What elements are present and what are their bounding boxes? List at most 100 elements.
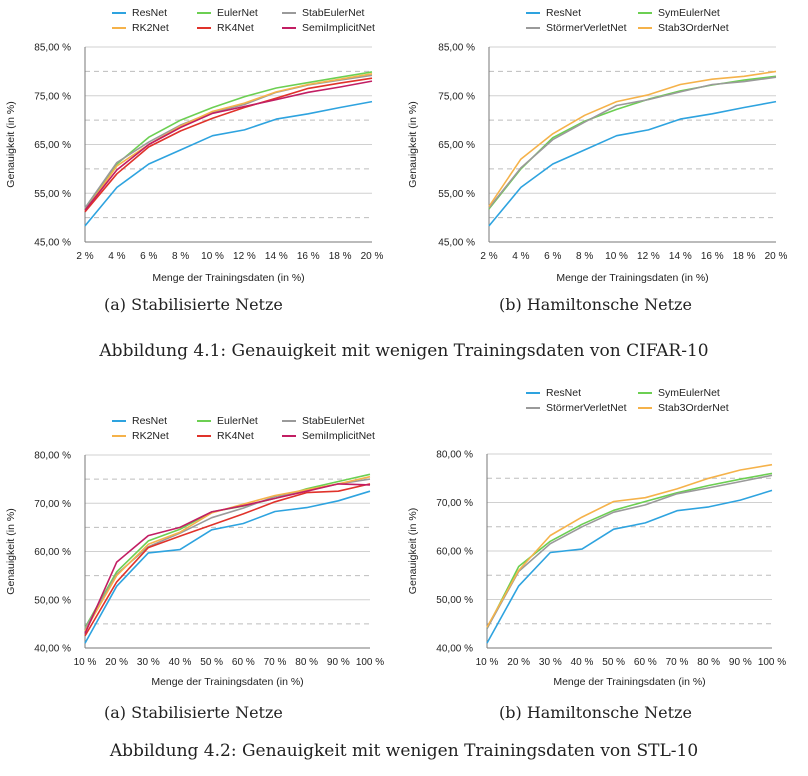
x-tick-label: 10 % [201,251,224,262]
x-tick-label: 4 % [512,251,529,262]
x-tick-label: 60 % [232,657,255,668]
legend-label: ResNet [546,7,582,19]
series-line-rk4net [84,483,371,637]
y-tick-label: 45,00 % [438,238,475,249]
series-line-stabeulernet [84,74,373,209]
legend-item: StabEulerNet [282,7,364,19]
legend-label: SemiImplicitNet [302,430,375,442]
legend-label: ResNet [546,387,582,399]
x-tick-label: 40 % [571,657,594,668]
x-tick-label: 20 % [361,251,384,262]
series-line-rk4net [84,77,373,213]
x-tick-label: 8 % [172,251,189,262]
legend-item: StabEulerNet [282,415,364,427]
x-tick-label: 30 % [137,657,160,668]
legend-swatch [197,12,211,15]
series-line-rk2net [84,73,373,212]
legend-swatch [638,27,652,30]
chart-plot: 40,00 % 50,00 % 60,00 % 70,00 % 80,00 % 10 % 2… [407,450,786,689]
legend-item: RK4Net [197,430,254,442]
y-tick-label: 40,00 % [34,644,71,655]
legend-swatch [197,435,211,438]
y-tick-label: 70,00 % [34,499,71,510]
legend-label: SemiImplicitNet [302,22,375,34]
legend-label: StabEulerNet [302,415,365,427]
x-tick-label: 20 % [765,251,788,262]
series-line-rk2net [84,475,371,632]
legend-item: Stab3OrderNet [638,22,729,34]
legend-item: EulerNet [197,415,258,427]
series-line-störmerverletnet [488,76,777,209]
x-tick-label: 20 % [507,657,530,668]
legend-item: Stab3OrderNet [638,402,729,414]
chart-plot: 45,00 % 55,00 % 65,00 % 75,00 % 85,00 % 2 % 4 … [5,43,384,285]
legend-swatch [638,392,652,395]
subcaption-b: (b) Hamiltonsche Netze [499,295,692,314]
x-tick-label: 8 % [576,251,593,262]
chart-legend: ResNet EulerNet StabEulerNet RK2Net RK4Net Se… [0,0,390,40]
y-tick-label: 65,00 % [438,140,475,151]
x-tick-label: 14 % [265,251,288,262]
y-axis-label: Genauigkeit (in %) [407,508,419,594]
legend-label: ResNet [132,415,168,427]
y-axis-label: Genauigkeit (in %) [5,101,17,187]
legend-item: StörmerVerletNet [526,22,627,34]
legend-swatch [526,392,540,395]
legend-label: EulerNet [217,7,258,19]
x-tick-label: 6 % [544,251,561,262]
x-tick-label: 18 % [329,251,352,262]
series-line-resnet [84,490,371,644]
x-axis-label: Menge der Trainingsdaten (in %) [152,272,304,284]
legend-label: Stab3OrderNet [658,402,729,414]
legend-label: RK2Net [132,22,169,34]
legend-swatch [112,420,126,423]
chart-legend: ResNet EulerNet StabEulerNet RK2Net RK4Net Se… [0,410,390,450]
y-tick-label: 50,00 % [436,595,473,606]
legend-label: RK4Net [217,22,254,34]
legend-swatch [112,27,126,30]
x-axis-label: Menge der Trainingsdaten (in %) [553,676,705,688]
chart-legend: ResNet SymEulerNet StörmerVerletNet Stab3Or… [402,382,792,422]
figure-caption: Abbildung 4.1: Genauigkeit mit wenigen T… [99,341,709,361]
chart-cifar-hamiltonian: ResNet SymEulerNet StörmerVerletNet Stab3Or… [402,0,792,284]
legend-label: StabEulerNet [302,7,365,19]
x-tick-label: 2 % [480,251,497,262]
x-tick-label: 90 % [729,657,752,668]
y-axis-label: Genauigkeit (in %) [407,101,419,187]
legend-item: SemiImplicitNet [282,22,375,34]
y-tick-label: 75,00 % [34,91,71,102]
legend-item: RK2Net [112,22,169,34]
y-tick-label: 60,00 % [436,547,473,558]
x-tick-label: 4 % [108,251,125,262]
series-line-semiimplicitnet [84,80,373,211]
y-tick-label: 85,00 % [34,43,71,54]
legend-item: ResNet [112,415,167,427]
x-tick-label: 14 % [669,251,692,262]
series-line-semiimplicitnet [84,483,371,634]
series-line-resnet [486,489,773,644]
legend-item: SymEulerNet [638,387,720,399]
x-tick-label: 10 % [605,251,628,262]
x-tick-label: 70 % [666,657,689,668]
x-tick-label: 40 % [169,657,192,668]
chart-stl-hamiltonian: ResNet SymEulerNet StörmerVerletNet Stab3Or… [402,382,792,689]
series-line-resnet [488,100,777,227]
legend-swatch [282,420,296,423]
y-tick-label: 80,00 % [436,450,473,461]
y-tick-label: 75,00 % [438,91,475,102]
subcaption-a: (a) Stabilisierte Netze [104,703,283,722]
chart-stl-stabilized: ResNet EulerNet StabEulerNet RK2Net RK4Net Se… [0,410,390,688]
legend-swatch [526,12,540,15]
y-tick-label: 70,00 % [436,498,473,509]
legend-item: EulerNet [197,7,258,19]
legend-item: RK2Net [112,430,169,442]
subcaption-a: (a) Stabilisierte Netze [104,295,283,314]
x-tick-label: 80 % [295,657,318,668]
x-tick-label: 12 % [233,251,256,262]
x-tick-label: 90 % [327,657,350,668]
legend-swatch [282,12,296,15]
legend-swatch [197,420,211,423]
legend-swatch [638,407,652,410]
y-tick-label: 65,00 % [34,140,71,151]
x-tick-label: 16 % [701,251,724,262]
